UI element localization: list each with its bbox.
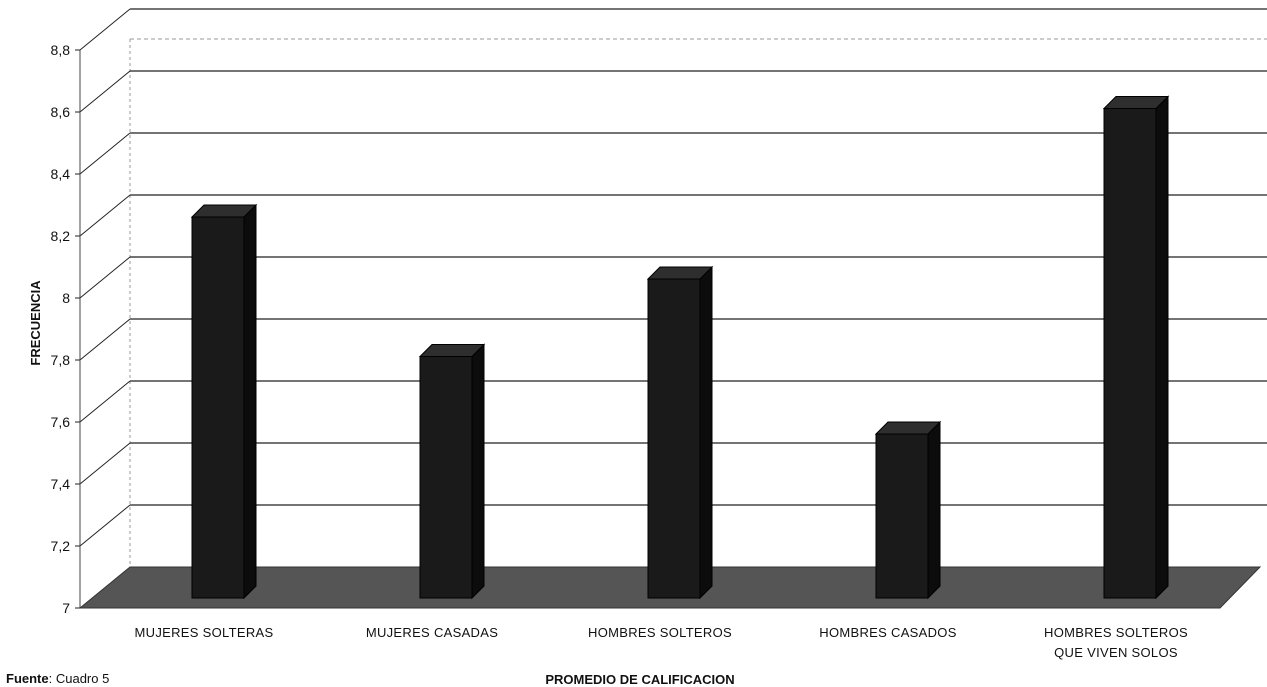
y-tick-label: 7 (62, 600, 70, 616)
bar-front (1103, 108, 1157, 599)
x-axis-title: PROMEDIO DE CALIFICACION (545, 672, 734, 687)
gridline-depth (79, 380, 131, 423)
bar-top (418, 344, 486, 357)
gridline-depth (79, 504, 131, 547)
y-tick-label: 7,8 (51, 352, 71, 368)
bar (874, 420, 942, 600)
x-tick-label: HOMBRES SOLTEROS (1044, 625, 1188, 640)
gridline-depth (79, 318, 131, 361)
y-tick-label: 8,6 (51, 104, 71, 120)
gridline-depth (79, 442, 131, 485)
y-tick-label: 8,4 (51, 166, 71, 182)
gridline-depth (79, 194, 131, 237)
bar-top (1102, 96, 1170, 109)
y-tick-label: 7,6 (51, 414, 71, 430)
bar-front (875, 433, 929, 599)
x-tick-labels: MUJERES SOLTERAS MUJERES CASADAS HOMBRES S… (135, 625, 1188, 660)
bar-side (243, 203, 257, 600)
bar-front (191, 216, 245, 599)
bar-side (1155, 95, 1169, 600)
source-label: Fuente (6, 671, 49, 686)
bar (190, 203, 258, 600)
y-tick-labels: 7 7,2 7,4 7,6 7,8 8 8,2 8,4 8,6 8,8 (51, 42, 80, 616)
bar-side (699, 265, 713, 600)
source-note: Fuente: Cuadro 5 (6, 671, 109, 686)
source-text: : Cuadro 5 (49, 671, 110, 686)
bar-side (471, 343, 485, 600)
y-tick-label: 8,2 (51, 228, 71, 244)
chart-walls (129, 38, 1267, 567)
gridline-depth (79, 70, 131, 113)
bar-top (646, 266, 714, 280)
bar (646, 265, 714, 600)
bars (190, 95, 1170, 600)
x-tick-label: HOMBRES CASADOS (819, 625, 956, 640)
gridlines (79, 8, 1267, 608)
bar-top (874, 421, 942, 435)
gridline-depth (79, 256, 131, 299)
y-tick-label: 7,4 (51, 476, 71, 492)
x-tick-label: MUJERES CASADAS (366, 625, 498, 640)
y-axis-title: FRECUENCIA (28, 280, 43, 366)
gridline-depth (79, 132, 131, 175)
y-tick-label: 8 (62, 290, 70, 306)
y-tick-label: 8,8 (51, 42, 71, 58)
bar-side (927, 420, 941, 600)
x-tick-label: QUE VIVEN SOLOS (1054, 645, 1178, 660)
bar-front (419, 356, 473, 599)
x-tick-label: HOMBRES SOLTEROS (588, 625, 732, 640)
y-tick-label: 7,2 (51, 538, 71, 554)
gridline-depth (79, 8, 131, 51)
bar (1102, 95, 1170, 600)
bar-front (647, 278, 701, 599)
x-tick-label: MUJERES SOLTERAS (135, 625, 274, 640)
bar-top (190, 204, 258, 218)
bar (418, 343, 486, 600)
